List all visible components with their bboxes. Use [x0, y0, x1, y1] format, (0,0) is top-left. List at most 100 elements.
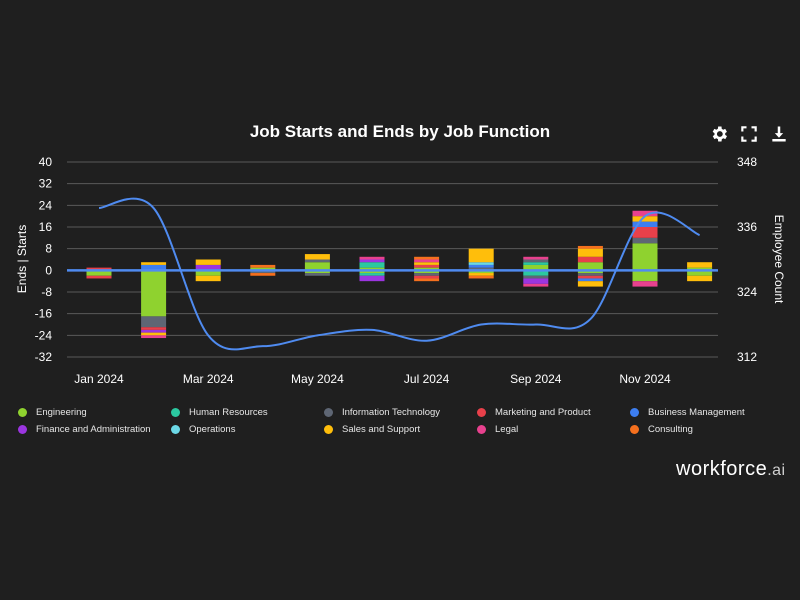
- y-tick-label: -8: [41, 285, 52, 299]
- x-tick-label: Mar 2024: [183, 372, 234, 386]
- bar-segment: [577, 256, 603, 263]
- bar-segment: [250, 264, 276, 268]
- bar-segment: [468, 262, 494, 265]
- legend-item[interactable]: Human Resources: [171, 404, 324, 421]
- stacked-bars: [67, 197, 718, 351]
- y-tick-label: -16: [35, 307, 53, 321]
- y-axis-label: Ends | Starts: [15, 225, 29, 293]
- y-tick-label: 40: [39, 155, 53, 169]
- legend-label: Human Resources: [189, 407, 268, 418]
- bar-segment: [468, 248, 494, 263]
- bar-segment: [414, 264, 440, 268]
- legend-label: Sales and Support: [342, 424, 421, 435]
- bar-segment: [468, 264, 494, 268]
- bar-segment: [523, 270, 549, 276]
- brand-suffix: .ai: [767, 462, 786, 479]
- bar-segment: [359, 270, 385, 274]
- bar-segment: [359, 267, 385, 271]
- bar-segment: [86, 275, 112, 279]
- y-tick-label: 16: [39, 220, 53, 234]
- bar-segment: [523, 264, 549, 271]
- y2-tick-label: 348: [737, 155, 757, 169]
- bar-segment: [141, 270, 167, 317]
- bar-segment: [632, 216, 658, 222]
- bar-segment: [632, 237, 658, 244]
- y-tick-label: -32: [35, 350, 53, 364]
- bar-segment: [304, 254, 330, 260]
- bar-segment: [632, 227, 658, 238]
- legend-swatch: [324, 425, 333, 434]
- y2-tick-label: 324: [737, 285, 757, 299]
- bar-segment: [304, 270, 330, 274]
- bar-segment: [577, 275, 603, 279]
- legend-swatch: [18, 408, 27, 417]
- legend-item[interactable]: Engineering: [18, 404, 171, 421]
- bar-segment: [86, 270, 112, 276]
- bar-segment: [414, 273, 440, 276]
- bar-segment: [577, 281, 603, 287]
- bar-segment: [141, 335, 167, 339]
- legend-label: Information Technology: [342, 407, 441, 418]
- bar-segment: [141, 329, 167, 333]
- grid-lines: [67, 161, 718, 358]
- download-icon[interactable]: [769, 124, 789, 144]
- axis-ticks: 40 32 24 16 8 0 -8 -16 -24 -32 348 336 324 312 Jan 202…: [35, 155, 758, 386]
- bar-segment: [250, 270, 276, 274]
- legend-row: Engineering Human Resources Information Te…: [18, 404, 798, 421]
- bar-segment: [468, 270, 494, 274]
- legend-swatch: [630, 425, 639, 434]
- bar-segment: [468, 267, 494, 271]
- bar-segment: [141, 332, 167, 336]
- bar-segment: [523, 259, 549, 263]
- legend-swatch: [630, 408, 639, 417]
- y-tick-label: -24: [35, 328, 53, 342]
- x-tick-label: May 2024: [291, 372, 344, 386]
- legend-item[interactable]: Legal: [477, 421, 630, 438]
- y-tick-label: 0: [45, 263, 52, 277]
- chart-title: Job Starts and Ends by Job Function: [249, 122, 551, 141]
- bar-segment: [250, 267, 276, 271]
- bar-segment: [632, 243, 658, 271]
- bar-segment: [359, 256, 385, 260]
- bar-segment: [304, 262, 330, 271]
- gear-icon[interactable]: [709, 124, 729, 144]
- legend-swatch: [477, 408, 486, 417]
- legend-item[interactable]: Marketing and Product: [477, 404, 630, 421]
- employee-count-line: [98, 197, 701, 351]
- bar-segment: [195, 264, 221, 271]
- y2-tick-label: 312: [737, 350, 757, 364]
- bar-segment: [414, 278, 440, 282]
- legend-label: Engineering: [36, 407, 87, 418]
- legend-item[interactable]: Business Management: [630, 404, 783, 421]
- x-tick-label: Nov 2024: [619, 372, 671, 386]
- bar-segment: [687, 267, 713, 271]
- bar-segment: [414, 267, 440, 271]
- legend-item[interactable]: Information Technology: [324, 404, 477, 421]
- legend-item[interactable]: Sales and Support: [324, 421, 477, 438]
- bar-segment: [359, 262, 385, 268]
- legend-item[interactable]: Finance and Administration: [18, 421, 171, 438]
- y-tick-label: 24: [39, 198, 53, 212]
- bar-segment: [195, 275, 221, 282]
- bar-segment: [577, 273, 603, 276]
- bar-segment: [632, 281, 658, 287]
- legend-label: Marketing and Product: [495, 407, 591, 418]
- bar-segment: [414, 259, 440, 263]
- x-tick-label: Sep 2024: [510, 372, 562, 386]
- bar-segment: [414, 256, 440, 260]
- y2-tick-label: 336: [737, 220, 757, 234]
- bar-segment: [304, 273, 330, 276]
- legend-swatch: [324, 408, 333, 417]
- chart-toolbar: [709, 124, 789, 144]
- bar-segment: [195, 259, 221, 265]
- legend-item[interactable]: Consulting: [630, 421, 783, 438]
- bar-segment: [523, 262, 549, 265]
- brand-logo: workforce.ai: [676, 458, 786, 481]
- bar-segment: [141, 316, 167, 328]
- bar-segment: [523, 278, 549, 284]
- fullscreen-icon[interactable]: [739, 124, 759, 144]
- bar-segment: [468, 275, 494, 279]
- bar-segment: [86, 267, 112, 271]
- y-tick-label: 32: [39, 177, 53, 191]
- legend-item[interactable]: Operations: [171, 421, 324, 438]
